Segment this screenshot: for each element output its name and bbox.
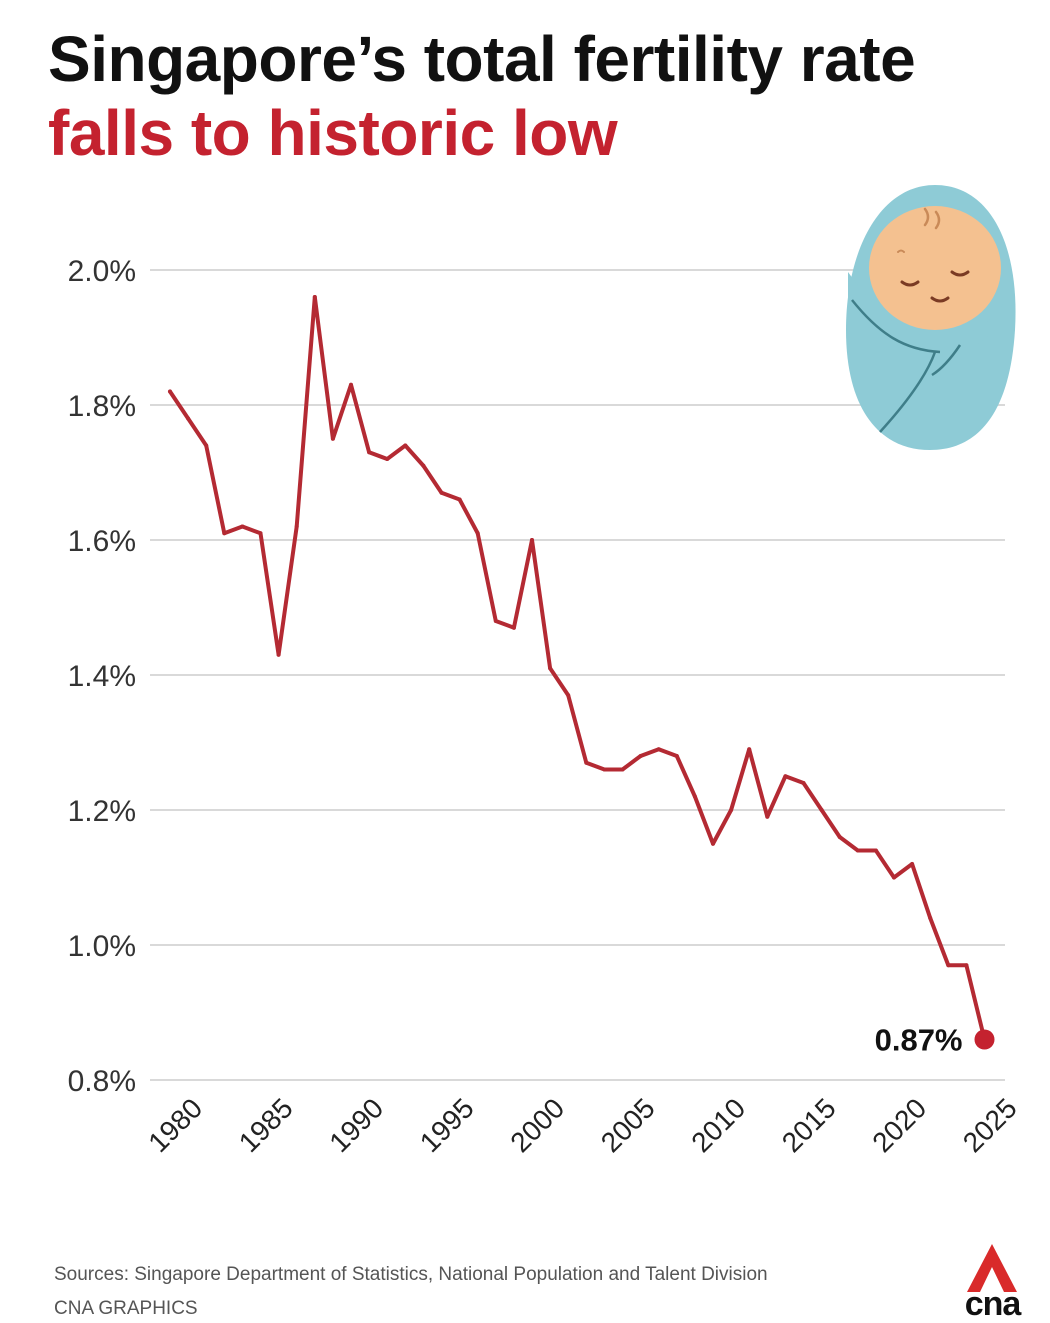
x-tick-label: 1985 — [233, 1092, 299, 1158]
data-point — [819, 808, 824, 812]
y-tick-label: 1.8% — [68, 390, 136, 423]
data-point — [168, 389, 172, 394]
x-tick-label: 2020 — [866, 1092, 932, 1158]
data-point — [367, 450, 372, 455]
y-tick-label: 0.8% — [68, 1065, 136, 1098]
data-point — [457, 497, 462, 502]
x-tick-label: 2000 — [504, 1092, 570, 1158]
data-point — [294, 524, 299, 529]
title-text: Singapore’s total fertility rate — [48, 23, 916, 95]
data-point — [747, 747, 752, 752]
data-point — [240, 524, 245, 529]
data-points — [168, 295, 969, 968]
cna-logo-icon — [967, 1244, 1017, 1292]
x-tick-label: 1980 — [142, 1092, 208, 1158]
y-tick-label: 1.6% — [68, 525, 136, 558]
data-point — [186, 416, 191, 421]
data-point — [222, 531, 227, 536]
final-point-marker — [974, 1029, 995, 1050]
data-point — [711, 841, 715, 846]
data-point — [855, 848, 860, 853]
final-value-label: 0.87% — [875, 1023, 963, 1058]
data-point — [674, 754, 679, 758]
x-tick-label: 2015 — [776, 1092, 842, 1158]
data-point — [946, 963, 951, 968]
data-point — [783, 774, 788, 779]
data-point — [638, 754, 643, 758]
x-axis-ticks: 1980 1985 1990 1995 2000 2005 2010 2015 2020 2025 — [142, 1092, 1022, 1158]
baby-icon — [846, 185, 1016, 450]
data-point — [204, 443, 209, 448]
data-point — [692, 794, 697, 799]
data-point — [873, 848, 878, 853]
data-point — [258, 531, 263, 536]
graphics-credit: CNA GRAPHICS — [54, 1298, 198, 1319]
data-point — [892, 875, 896, 880]
x-tick-label: 2010 — [685, 1092, 751, 1158]
data-point — [765, 814, 770, 819]
data-point — [312, 295, 317, 299]
data-point — [656, 747, 661, 752]
data-point — [928, 916, 933, 920]
data-point — [566, 693, 571, 698]
chart-title: Singapore’s total fertility rate falls t… — [48, 22, 948, 170]
x-tick-label: 2005 — [595, 1092, 661, 1158]
data-point — [801, 781, 806, 785]
data-point — [548, 666, 553, 671]
data-point — [439, 490, 444, 495]
data-point — [837, 835, 842, 839]
y-axis-ticks: 2.0% 1.8% 1.6% 1.4% 1.2% 1.0% 0.8% — [68, 255, 136, 1098]
data-point — [602, 767, 607, 772]
data-point — [620, 767, 625, 772]
x-tick-label: 2025 — [957, 1092, 1023, 1158]
data-point — [349, 382, 353, 387]
y-tick-label: 1.0% — [68, 930, 136, 963]
data-point — [493, 619, 498, 623]
x-tick-label: 1990 — [323, 1092, 389, 1158]
data-point — [276, 652, 281, 657]
data-point — [530, 538, 534, 542]
data-point — [511, 625, 516, 630]
title-highlight: falls to historic low — [48, 97, 618, 169]
y-tick-label: 2.0% — [68, 255, 136, 288]
data-point — [584, 760, 589, 765]
y-tick-label: 1.2% — [68, 795, 136, 828]
y-tick-label: 1.4% — [68, 660, 136, 693]
data-point — [475, 531, 480, 536]
grid-lines — [150, 269, 1005, 1081]
cna-logo-text: cna — [964, 1285, 1022, 1323]
data-point — [421, 463, 426, 468]
data-point — [964, 963, 969, 968]
sources-note: Sources: Singapore Department of Statist… — [54, 1264, 768, 1285]
data-point — [330, 436, 335, 441]
data-point — [385, 457, 390, 461]
data-point — [910, 862, 915, 866]
data-point — [729, 808, 734, 812]
fertility-rate-line — [168, 295, 987, 1042]
x-tick-label: 1995 — [414, 1092, 480, 1158]
data-point — [403, 443, 408, 448]
